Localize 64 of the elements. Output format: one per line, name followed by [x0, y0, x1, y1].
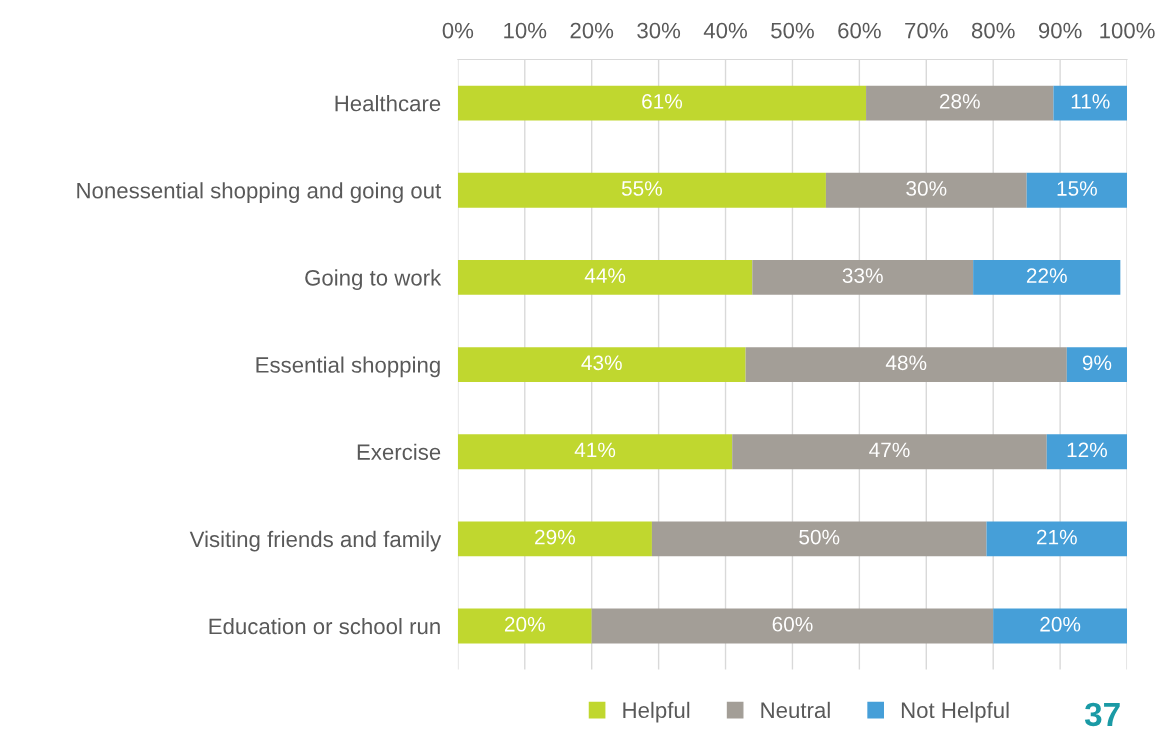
- bar: [457, 434, 733, 470]
- x-tick-label: 70%: [905, 22, 948, 39]
- text: 12%: [1067, 442, 1107, 458]
- x-tick-label: 0%: [442, 22, 474, 39]
- text: 61%: [642, 93, 683, 109]
- bar: [825, 172, 1027, 208]
- bar: [457, 347, 746, 382]
- x-tick-label: 100%: [1100, 22, 1155, 39]
- x-tick-label: 10%: [504, 22, 547, 39]
- bar: [866, 85, 1054, 121]
- text: 55%: [621, 181, 662, 196]
- y-tick-label: Visiting friends and family: [189, 530, 442, 552]
- bar: [651, 521, 987, 557]
- legend-label: Helpful: [623, 701, 690, 723]
- bar: [457, 608, 592, 644]
- text: 33%: [842, 268, 883, 283]
- y-tick-label: Essential shopping: [256, 356, 440, 378]
- text: 22%: [1026, 268, 1067, 283]
- bar: [457, 521, 652, 557]
- legend-label: Neutral: [761, 701, 830, 719]
- x-tick-label: 30%: [637, 22, 681, 39]
- bar: [457, 172, 826, 208]
- y-tick-label: Going to work: [305, 269, 442, 291]
- text: 50%: [799, 529, 840, 545]
- bar: [1066, 347, 1128, 382]
- text: 43%: [581, 355, 622, 371]
- bar: [973, 259, 1121, 295]
- bar: [457, 85, 867, 121]
- x-tick-label: 40%: [703, 22, 747, 39]
- text: 30%: [906, 181, 947, 196]
- x-tick-label: 20%: [570, 22, 614, 39]
- text: 20%: [504, 616, 545, 632]
- bar: [745, 347, 1067, 382]
- legend-label: Not Helpful: [901, 701, 1009, 723]
- x-tick-label: 50%: [771, 22, 814, 39]
- bar: [591, 608, 994, 644]
- bar: [1046, 434, 1128, 470]
- text: 15%: [1057, 181, 1097, 196]
- y-tick-label: Nonessential shopping and going out: [77, 182, 442, 203]
- y-tick-label: Exercise: [357, 443, 441, 460]
- text: 41%: [574, 442, 616, 458]
- bar: [457, 259, 753, 295]
- text: 20%: [1040, 616, 1081, 632]
- x-tick-label: 90%: [1038, 22, 1082, 39]
- y-tick-label: Education or school run: [209, 617, 440, 635]
- bar: [752, 259, 974, 295]
- text: 21%: [1036, 529, 1077, 545]
- text: 60%: [772, 616, 813, 632]
- text: 47%: [869, 442, 910, 458]
- text: 48%: [885, 355, 927, 371]
- bar: [1026, 172, 1128, 208]
- y-tick-label: Healthcare: [335, 95, 441, 112]
- x-tick-label: 80%: [971, 22, 1015, 39]
- text: 28%: [939, 93, 980, 109]
- bar: [732, 434, 1047, 470]
- text: 29%: [535, 529, 575, 545]
- text: 9%: [1082, 355, 1112, 371]
- x-tick-label: 60%: [838, 22, 881, 39]
- bar: [1053, 85, 1128, 121]
- text: 44%: [584, 268, 626, 283]
- text: 37: [1084, 702, 1120, 727]
- text: 11%: [1071, 94, 1110, 109]
- bar: [986, 521, 1128, 557]
- bar: [993, 608, 1128, 644]
